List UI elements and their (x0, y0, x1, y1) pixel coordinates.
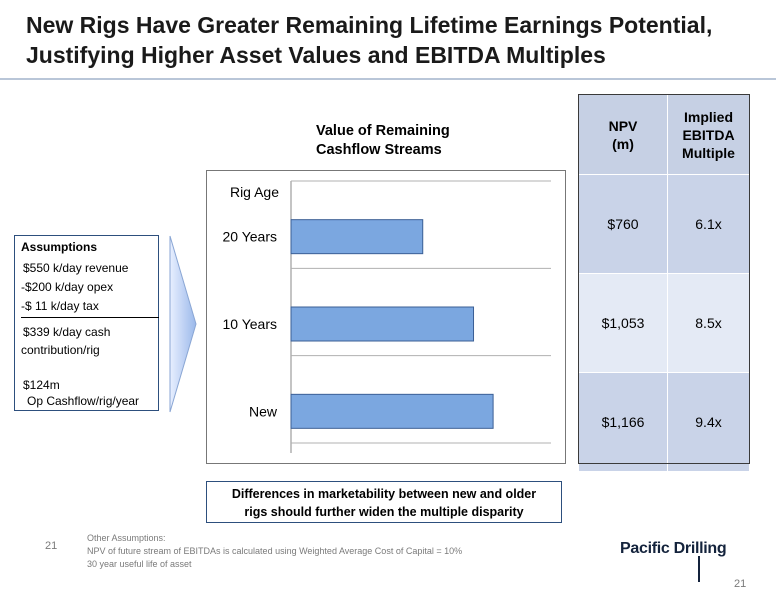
page-number-right: 21 (734, 578, 747, 590)
assumption-revenue: $550 k/day revenue (23, 261, 129, 275)
axis-title: Rig Age (230, 184, 279, 200)
category-label: 10 Years (223, 316, 278, 332)
table-row: $1,053 8.5x (578, 273, 750, 373)
assumption-cashflow-line-1: $124m (23, 378, 60, 392)
callout-line-1: Differences in marketability between new… (231, 487, 537, 501)
footnote-line-2: NPV of future stream of EBITDAs is calcu… (87, 546, 463, 556)
assumption-cash-line-1: $339 k/day cash (23, 325, 111, 339)
header-npv-line-1: NPV (608, 117, 638, 134)
title-line-2: Justifying Higher Asset Values and EBITD… (26, 42, 606, 68)
valuation-table: NPV (m) Implied EBITDA Multiple $760 6.1… (578, 94, 750, 472)
chart-heading-line-2: Cashflow Streams (316, 142, 442, 158)
multiple-cell: 9.4x (667, 372, 750, 472)
footnote: Other Assumptions: NPV of future stream … (87, 532, 462, 571)
header-npv-line-2: (m) (612, 135, 634, 152)
bar (290, 219, 424, 255)
npv-cell: $1,053 (578, 273, 668, 373)
header-multiple: Implied EBITDA Multiple (667, 94, 750, 175)
bar-chart: Rig Age 20 Years 10 Years New (223, 180, 551, 453)
assumptions-box: Assumptions $550 k/day revenue -$200 k/d… (14, 235, 159, 411)
header-multiple-line-1: Implied (683, 108, 733, 125)
callout-line-2: rigs should further widen the multiple d… (244, 505, 524, 519)
assumptions-heading: Assumptions (21, 240, 98, 254)
assumption-cashflow-line-2: Op Cashflow/rig/year (27, 394, 140, 408)
header-multiple-line-2: EBITDA (682, 126, 735, 143)
title-divider (0, 78, 776, 80)
chart-heading: Value of Remaining Cashflow Streams (316, 122, 450, 160)
footnote-line-1: Other Assumptions: (87, 533, 166, 543)
page-number-left: 21 (45, 540, 58, 552)
assumption-tax: -$ 11 k/day tax (21, 299, 99, 313)
chart-frame: Rig Age 20 Years 10 Years New (206, 170, 566, 464)
company-logo: Pacific Drilling (620, 540, 727, 557)
chevron-arrow-icon (169, 235, 197, 413)
page-title: New Rigs Have Greater Remaining Lifetime… (26, 10, 766, 70)
chart-heading-line-1: Value of Remaining (316, 123, 450, 139)
category-label: 20 Years (223, 229, 278, 245)
logo-drill-mark (698, 556, 700, 582)
title-line-1: New Rigs Have Greater Remaining Lifetime… (26, 12, 713, 38)
assumption-opex: -$200 k/day opex (21, 280, 114, 294)
npv-cell: $1,166 (578, 372, 668, 472)
multiple-cell: 8.5x (667, 273, 750, 373)
npv-cell: $760 (578, 174, 668, 274)
table-row: $1,166 9.4x (578, 372, 750, 472)
bar (290, 393, 494, 429)
table-row: $760 6.1x (578, 174, 750, 274)
category-label: New (249, 403, 278, 419)
assumption-cash-line-2: contribution/rig (21, 343, 100, 357)
header-npv: NPV (m) (578, 94, 668, 175)
assumptions-divider (21, 317, 159, 318)
callout-box: Differences in marketability between new… (206, 481, 562, 523)
multiple-cell: 6.1x (667, 174, 750, 274)
footnote-line-3: 30 year useful life of asset (87, 559, 192, 569)
header-multiple-line-3: Multiple (682, 144, 735, 161)
bar (290, 306, 475, 342)
